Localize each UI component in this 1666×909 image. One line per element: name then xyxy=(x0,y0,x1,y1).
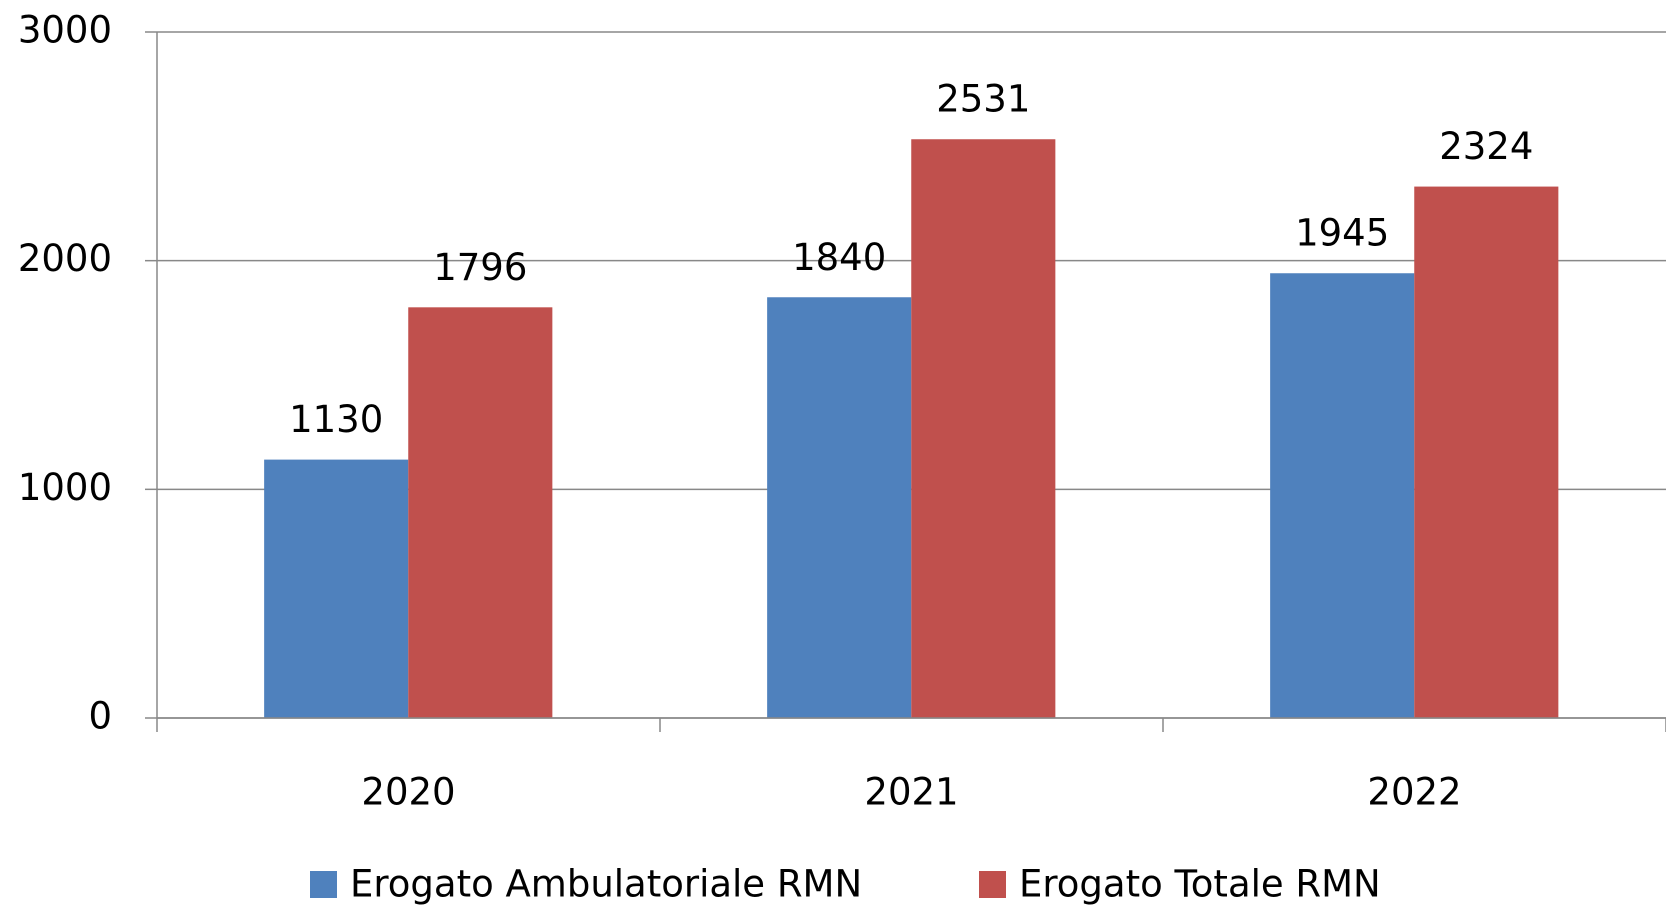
legend-label: Erogato Totale RMN xyxy=(1019,863,1381,906)
legend-label: Erogato Ambulatoriale RMN xyxy=(350,863,862,906)
bar xyxy=(767,297,912,718)
y-tick-label: 2000 xyxy=(18,237,112,280)
bar xyxy=(911,139,1056,719)
bar xyxy=(408,307,553,718)
bar xyxy=(1270,273,1415,718)
x-tick-label: 2020 xyxy=(361,771,455,814)
value-label: 1130 xyxy=(289,398,383,441)
y-tick-label: 0 xyxy=(88,695,112,738)
legend-swatch xyxy=(310,871,337,898)
y-tick-label: 1000 xyxy=(18,466,112,509)
x-tick-label: 2021 xyxy=(864,771,958,814)
value-label: 1840 xyxy=(792,236,886,279)
value-label: 1796 xyxy=(433,246,527,289)
x-tick-label: 2022 xyxy=(1367,771,1461,814)
value-label: 2531 xyxy=(936,78,1030,121)
y-tick-label: 3000 xyxy=(18,9,112,52)
legend-swatch xyxy=(979,871,1006,898)
bar xyxy=(264,459,409,718)
value-label: 2324 xyxy=(1439,125,1533,168)
value-label: 1945 xyxy=(1295,212,1389,255)
bar xyxy=(1414,186,1559,718)
